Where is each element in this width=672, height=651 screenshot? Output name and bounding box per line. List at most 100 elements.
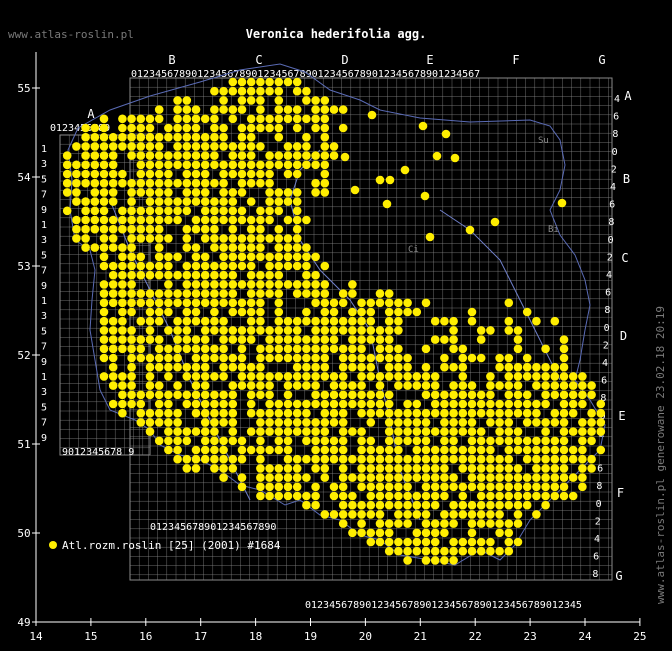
occurrence-dot <box>311 160 320 170</box>
occurrence-dot <box>246 316 256 326</box>
occurrence-dot <box>348 326 357 335</box>
occurrence-dot <box>504 464 514 473</box>
occurrence-dot <box>458 482 468 492</box>
occurrence-dot <box>384 399 394 409</box>
grid-digit-left: 7 <box>41 266 47 277</box>
occurrence-dot <box>219 234 228 243</box>
occurrence-dot <box>412 491 422 501</box>
occurrence-dot <box>541 399 550 409</box>
occurrence-dot <box>200 335 210 344</box>
occurrence-dot <box>384 482 394 492</box>
occurrence-dot <box>145 418 155 427</box>
occurrence-dot <box>421 528 431 538</box>
occurrence-dot <box>559 344 569 354</box>
occurrence-dot <box>228 86 238 96</box>
occurrence-dot <box>366 482 376 492</box>
occurrence-dot <box>136 234 146 243</box>
occurrence-dot <box>292 491 302 501</box>
occurrence-dot <box>495 381 504 390</box>
occurrence-dot <box>237 206 247 216</box>
occurrence-dot <box>403 556 412 565</box>
occurrence-dot <box>348 500 357 510</box>
occurrence-dot <box>182 316 192 326</box>
occurrence-dot <box>522 454 532 464</box>
occurrence-dot <box>210 197 219 206</box>
occurrence-dot <box>210 390 219 400</box>
occurrence-dot <box>532 464 541 473</box>
site-label[interactable]: www.atlas-roslin.pl <box>8 28 134 41</box>
grid-digits-top: 0123456789012345678901234567890123456789… <box>131 69 480 80</box>
occurrence-dot <box>173 96 182 105</box>
occurrence-dot <box>403 519 412 528</box>
occurrence-dot <box>292 408 302 418</box>
occurrence-dot <box>145 178 155 188</box>
occurrence-dot <box>182 436 192 446</box>
occurrence-dot <box>237 280 247 289</box>
occurrence-dot <box>430 482 440 492</box>
occurrence-dot <box>504 436 514 446</box>
occurrence-dot <box>403 408 412 418</box>
occurrence-dot <box>486 473 495 482</box>
occurrence-dot <box>449 427 458 436</box>
occurrence-dot <box>283 142 293 151</box>
occurrence-dot <box>191 105 201 114</box>
occurrence-dot <box>366 473 376 482</box>
occurrence-dot <box>338 123 348 133</box>
occurrence-dot <box>99 344 109 354</box>
occurrence-dot <box>375 510 385 519</box>
occurrence-dot <box>90 132 100 142</box>
occurrence-dot <box>145 362 155 372</box>
occurrence-dot <box>458 445 468 455</box>
grid-digit-left: 1 <box>41 372 47 383</box>
occurrence-dot <box>145 114 155 124</box>
grid-digit-left: 7 <box>41 418 47 429</box>
occurrence-dot <box>384 491 394 501</box>
occurrence-dot <box>136 390 146 400</box>
occurrence-dot <box>228 390 238 400</box>
occurrence-dot <box>458 537 468 547</box>
occurrence-dot <box>292 252 302 262</box>
occurrence-dot <box>559 372 569 381</box>
occurrence-dot <box>219 105 228 114</box>
occurrence-dot <box>237 77 247 87</box>
occurrence-dot <box>292 123 302 133</box>
occurrence-dot <box>265 114 274 124</box>
occurrence-dot <box>587 408 596 418</box>
occurrence-dot <box>237 151 247 160</box>
occurrence-dot <box>200 178 210 188</box>
occurrence-dot <box>495 353 504 363</box>
occurrence-dot <box>283 491 293 501</box>
occurrence-dot <box>136 399 146 409</box>
occurrence-dot <box>108 151 118 160</box>
occurrence-dot <box>256 445 265 455</box>
occurrence-dot <box>557 198 567 208</box>
occurrence-dot <box>366 464 376 473</box>
occurrence-dot <box>154 132 164 142</box>
occurrence-dot <box>219 123 228 133</box>
occurrence-dot <box>440 546 449 556</box>
occurrence-dot <box>458 353 468 363</box>
grid-letter-top-B: B <box>168 53 175 67</box>
occurrence-dot <box>495 436 504 446</box>
occurrence-dot <box>99 280 109 289</box>
occurrence-dot <box>265 86 274 96</box>
occurrence-dot <box>495 399 504 409</box>
occurrence-dot <box>550 473 560 482</box>
occurrence-dot <box>292 197 302 206</box>
occurrence-dot <box>274 418 284 427</box>
occurrence-dot <box>568 427 578 436</box>
occurrence-dot <box>191 169 201 179</box>
occurrence-dot <box>394 537 403 547</box>
occurrence-dot <box>449 399 458 409</box>
occurrence-dot <box>118 335 127 344</box>
occurrence-dot <box>366 436 376 446</box>
occurrence-dot <box>384 316 394 326</box>
occurrence-dot <box>256 436 265 446</box>
occurrence-dot <box>311 445 320 455</box>
occurrence-dot <box>246 298 256 308</box>
occurrence-dot <box>219 215 228 225</box>
occurrence-dot <box>210 105 219 114</box>
occurrence-dot <box>578 454 587 464</box>
occurrence-dot <box>458 418 468 427</box>
occurrence-dot <box>136 160 146 170</box>
